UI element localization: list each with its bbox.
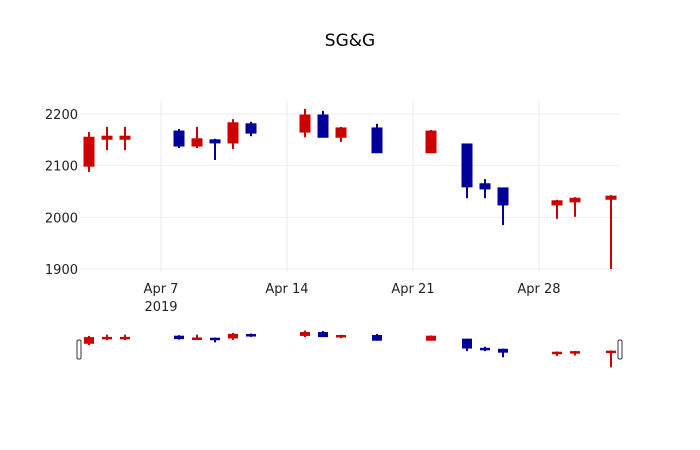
y-tick-label: 1900 xyxy=(45,263,78,278)
range-slider[interactable] xyxy=(76,330,623,368)
slider-candle xyxy=(606,350,616,368)
candle xyxy=(497,187,509,226)
chart-title: SG&G xyxy=(324,31,376,51)
slider-candle xyxy=(246,333,256,337)
candle xyxy=(191,126,203,149)
candle xyxy=(461,143,473,199)
candle xyxy=(83,132,95,172)
candle xyxy=(245,121,257,137)
x-axis: Apr 7 2019 Apr 14 Apr 21 Apr 28 xyxy=(144,282,561,315)
y-axis: 1900 2000 2100 2200 xyxy=(45,108,78,278)
slider-candle xyxy=(84,335,94,346)
candle xyxy=(569,197,581,217)
candle xyxy=(101,126,113,151)
candle xyxy=(479,179,491,199)
slider-candle xyxy=(120,334,130,341)
slider-candle xyxy=(318,331,328,338)
slider-candle xyxy=(102,334,112,341)
candle xyxy=(119,126,131,151)
x-tick-label: Apr 14 xyxy=(265,282,308,297)
slider-candle xyxy=(480,346,490,352)
x-tick-label: Apr 28 xyxy=(517,282,560,297)
slider-candle xyxy=(228,332,238,340)
candle xyxy=(317,110,329,138)
candle xyxy=(605,195,617,269)
candle xyxy=(209,138,221,160)
slider-candle xyxy=(300,330,310,338)
slider-candle xyxy=(210,337,220,343)
range-slider-left-handle[interactable] xyxy=(76,339,82,360)
y-tick-label: 2200 xyxy=(45,108,78,123)
x-tick-label: Apr 21 xyxy=(391,282,434,297)
slider-candle xyxy=(570,350,580,356)
slider-candle xyxy=(192,334,202,340)
slider-candle xyxy=(174,335,184,340)
candle xyxy=(371,123,383,154)
candle xyxy=(425,130,437,154)
y-tick-label: 2100 xyxy=(45,160,78,175)
candles-main xyxy=(83,108,617,269)
x-tick-label: Apr 7 xyxy=(144,282,179,297)
slider-candle xyxy=(372,334,382,341)
candle xyxy=(299,108,311,138)
y-tick-label: 2000 xyxy=(45,211,78,226)
range-slider-right-handle[interactable] xyxy=(617,339,623,360)
gridlines xyxy=(80,100,620,272)
slider-candle xyxy=(336,334,346,339)
candle xyxy=(551,199,563,219)
slider-candle xyxy=(462,338,472,352)
slider-candle xyxy=(498,348,508,358)
candle xyxy=(335,126,347,142)
slider-candle xyxy=(552,351,562,356)
candle xyxy=(227,119,239,150)
slider-candle xyxy=(426,335,436,341)
candle xyxy=(173,128,185,149)
x-tick-year: 2019 xyxy=(144,300,177,315)
